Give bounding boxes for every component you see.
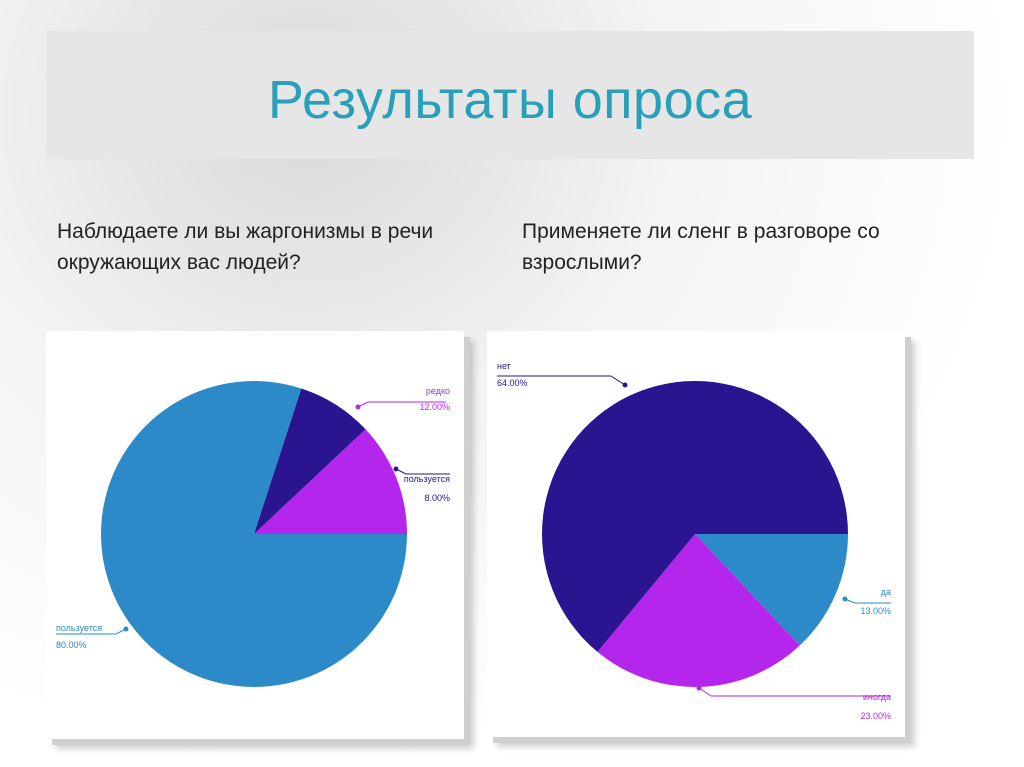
pie-slice-2-0 [542,381,848,652]
pie-slice-2-1 [695,534,848,646]
title-band: Результаты опроса [46,31,974,159]
question-2: Применяете ли сленг в разговоре со взрос… [522,220,880,274]
pie-chart-2: нет 64.00% да 13.00% иногда 23.00% [497,361,891,721]
slice-value-2-2: 23.00% [860,711,891,721]
slice-label-2-2: иногда [863,692,891,702]
pie-slice-1-2 [254,388,366,534]
leader-line-1-2 [395,468,450,475]
leader-dot-2-2 [696,685,702,691]
slice-label-1-2: пользуется [404,474,450,484]
pie-chart-1: пользуется 80.00% редко 12.00% пользуется 8.0… [56,381,450,687]
pie-slice-2-2 [597,534,800,687]
pie-slice-1-0 [100,381,407,687]
leader-dot-2-0 [622,382,628,388]
slice-label-1-0: пользуется [56,623,102,633]
leader-line-2-2 [698,687,891,697]
slice-label-1-1: редко [426,386,450,396]
leader-line-2-1 [844,598,891,604]
leader-line-1-1 [357,401,446,408]
chart-panel-2: нет 64.00% да 13.00% иногда 23.00% [487,331,905,737]
slice-value-1-1: 12.00% [419,402,450,412]
leader-dot-1-0 [123,626,129,632]
slice-value-2-0: 64.00% [497,378,528,388]
leader-line-2-0 [497,375,626,386]
leader-dot-2-1 [842,596,848,602]
leader-line-1-0 [56,628,127,635]
leader-dot-1-2 [393,466,399,472]
chart-panel-1: пользуется 80.00% редко 12.00% пользуется 8.0… [46,331,464,739]
leader-dot-1-1 [355,404,361,410]
pie-slice-1-1 [254,429,407,534]
question-1: Наблюдаете ли вы жаргонизмы в речи окруж… [57,220,434,274]
slice-value-1-0: 80.00% [56,640,87,650]
slide-title: Результаты опроса [267,70,753,130]
slice-label-2-0: нет [497,361,511,371]
slice-value-1-2: 8.00% [424,493,450,503]
slice-label-2-1: да [881,587,891,597]
slice-value-2-1: 13.00% [860,606,891,616]
